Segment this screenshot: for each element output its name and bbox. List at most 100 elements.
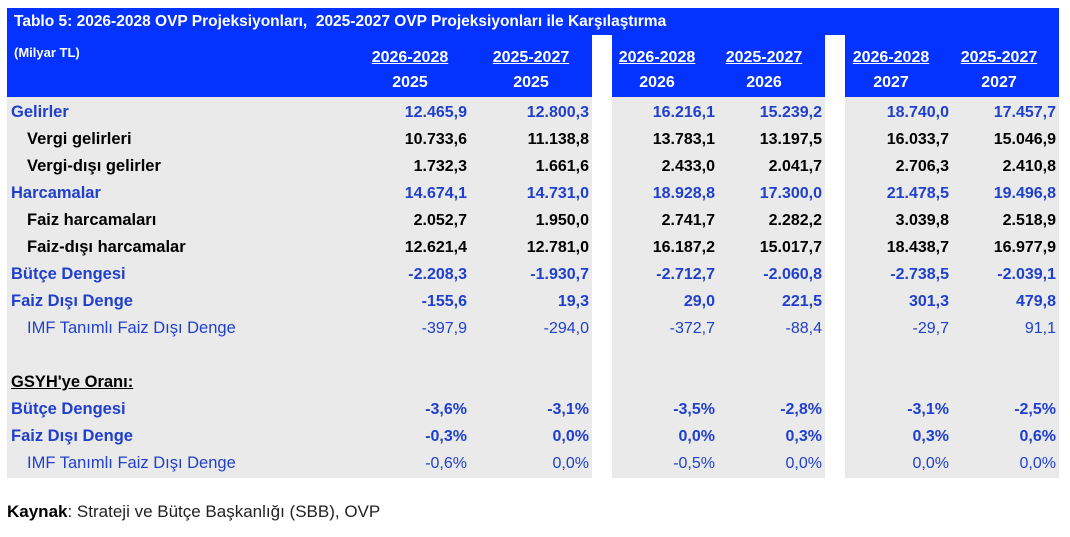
value-cell: 19.496,8 bbox=[993, 185, 1056, 202]
value-cell: -3,5% bbox=[673, 401, 715, 418]
table-row: Gelirler 12.465,9 12.800,3 16.216,1 15.239,2… bbox=[7, 99, 1059, 126]
table-panel bbox=[612, 35, 825, 478]
value-cell: 0,0% bbox=[912, 455, 949, 472]
value-cell: -397,9 bbox=[421, 320, 467, 337]
value-cell: 2.706,3 bbox=[895, 158, 949, 175]
value-cell: 0,6% bbox=[1019, 428, 1056, 445]
header-band bbox=[845, 35, 1059, 97]
table-row: Faiz-dışı harcamalar 12.621,4 12.781,0 16.1… bbox=[7, 234, 1059, 261]
row-label: IMF Tanımlı Faiz Dışı Denge bbox=[27, 454, 236, 472]
value-cell: 17.457,7 bbox=[993, 104, 1056, 121]
header-band bbox=[7, 35, 592, 97]
table-title: Tablo 5: 2026-2028 OVP Projeksiyonları, … bbox=[7, 8, 1059, 35]
value-cell: 2.518,9 bbox=[1002, 212, 1056, 229]
row-label: Faiz Dışı Denge bbox=[11, 427, 133, 445]
table-row: Faiz harcamaları 2.052,7 1.950,0 2.741,7 2.2… bbox=[7, 207, 1059, 234]
value-cell: 18.740,0 bbox=[886, 104, 949, 121]
row-label: IMF Tanımlı Faiz Dışı Denge bbox=[27, 319, 236, 337]
value-cell: 0,0% bbox=[552, 428, 589, 445]
source-note: Kaynak: Strateji ve Bütçe Başkanlığı (SB… bbox=[7, 502, 380, 522]
column-header-program: 2026-2028 bbox=[852, 49, 930, 66]
value-cell: 14.674,1 bbox=[404, 185, 467, 202]
value-cell: 12.800,3 bbox=[526, 104, 589, 121]
table-row: Bütçe Dengesi -2.208,3 -1.930,7 -2.712,7 -2.… bbox=[7, 261, 1059, 288]
value-cell: -2.060,8 bbox=[763, 266, 822, 283]
row-label: Bütçe Dengesi bbox=[11, 265, 126, 283]
value-cell: 21.478,5 bbox=[886, 185, 949, 202]
value-cell: 16.187,2 bbox=[652, 239, 715, 256]
column-header-year: 2026 bbox=[639, 74, 675, 91]
value-cell: 18.438,7 bbox=[886, 239, 949, 256]
value-cell: 15.046,9 bbox=[993, 131, 1056, 148]
value-cell: 12.781,0 bbox=[526, 239, 589, 256]
row-label: Faiz-dışı harcamalar bbox=[27, 238, 186, 256]
value-cell: -3,1% bbox=[547, 401, 589, 418]
value-cell: 16.216,1 bbox=[652, 104, 715, 121]
value-cell: -1.930,7 bbox=[530, 266, 589, 283]
value-cell: 1.661,6 bbox=[535, 158, 589, 175]
value-cell: 2.282,2 bbox=[768, 212, 822, 229]
value-cell: 0,3% bbox=[785, 428, 822, 445]
value-cell: 91,1 bbox=[1024, 320, 1056, 337]
value-cell: -3,1% bbox=[907, 401, 949, 418]
value-cell: 19,3 bbox=[557, 293, 589, 310]
value-cell: -3,6% bbox=[425, 401, 467, 418]
table-row: Faiz Dışı Denge -0,3% 0,0% 0,0% 0,3% 0,3% 0,6% bbox=[7, 423, 1059, 450]
value-cell: 1.732,3 bbox=[413, 158, 467, 175]
value-cell: 14.731,0 bbox=[526, 185, 589, 202]
ratio-heading-label: GSYH'ye Oranı: bbox=[11, 373, 134, 391]
value-cell: -2,8% bbox=[780, 401, 822, 418]
value-cell: 29,0 bbox=[683, 293, 715, 310]
column-header-year: 2027 bbox=[873, 74, 909, 91]
value-cell: -88,4 bbox=[785, 320, 822, 337]
value-cell: 2.041,7 bbox=[768, 158, 822, 175]
value-cell: -29,7 bbox=[912, 320, 949, 337]
ratio-section-heading: GSYH'ye Oranı: bbox=[7, 369, 1059, 396]
table-panel bbox=[7, 35, 592, 478]
value-cell: 17.300,0 bbox=[759, 185, 822, 202]
value-cell: 0,0% bbox=[678, 428, 715, 445]
value-cell: -0,5% bbox=[673, 455, 715, 472]
table-panel bbox=[845, 35, 1059, 478]
value-cell: -2.208,3 bbox=[408, 266, 467, 283]
value-cell: 15.239,2 bbox=[759, 104, 822, 121]
value-cell: -372,7 bbox=[669, 320, 715, 337]
value-cell: 13.197,5 bbox=[759, 131, 822, 148]
value-cell: -0,3% bbox=[425, 428, 467, 445]
value-cell: -294,0 bbox=[543, 320, 589, 337]
value-cell: 221,5 bbox=[781, 293, 822, 310]
value-cell: 15.017,7 bbox=[759, 239, 822, 256]
table-row: Vergi gelirleri 10.733,6 11.138,8 13.783,1 1… bbox=[7, 126, 1059, 153]
column-header-year: 2027 bbox=[981, 74, 1017, 91]
column-header-program: 2026-2028 bbox=[618, 49, 696, 66]
source-text: : Strateji ve Bütçe Başkanlığı (SBB), OV… bbox=[67, 502, 381, 521]
column-header-year: 2025 bbox=[392, 74, 428, 91]
value-cell: 2.052,7 bbox=[413, 212, 467, 229]
header-band bbox=[612, 35, 825, 97]
row-label: Faiz harcamaları bbox=[27, 211, 157, 229]
value-cell: -2.712,7 bbox=[656, 266, 715, 283]
value-cell: 10.733,6 bbox=[404, 131, 467, 148]
value-cell: 16.977,9 bbox=[993, 239, 1056, 256]
value-cell: -155,6 bbox=[421, 293, 467, 310]
value-cell: 18.928,8 bbox=[652, 185, 715, 202]
value-cell: 12.621,4 bbox=[404, 239, 467, 256]
value-cell: -2.039,1 bbox=[997, 266, 1056, 283]
value-cell: 301,3 bbox=[908, 293, 949, 310]
table-row: Bütçe Dengesi -3,6% -3,1% -3,5% -2,8% -3,1% -2… bbox=[7, 396, 1059, 423]
row-label: Vergi-dışı gelirler bbox=[27, 157, 161, 175]
value-cell: 2.433,0 bbox=[661, 158, 715, 175]
table-row: Vergi-dışı gelirler 1.732,3 1.661,6 2.433,0… bbox=[7, 153, 1059, 180]
unit-label: (Milyar TL) bbox=[14, 45, 80, 60]
row-label: Harcamalar bbox=[11, 184, 101, 202]
column-header-year: 2025 bbox=[513, 74, 549, 91]
column-header-program: 2025-2027 bbox=[960, 49, 1038, 66]
value-cell: 2.410,8 bbox=[1002, 158, 1056, 175]
value-cell: -2.738,5 bbox=[890, 266, 949, 283]
value-cell: -2,5% bbox=[1014, 401, 1056, 418]
column-header-year: 2026 bbox=[746, 74, 782, 91]
value-cell: 3.039,8 bbox=[895, 212, 949, 229]
value-cell: 16.033,7 bbox=[886, 131, 949, 148]
value-cell: 12.465,9 bbox=[404, 104, 467, 121]
column-header-program: 2026-2028 bbox=[371, 49, 449, 66]
